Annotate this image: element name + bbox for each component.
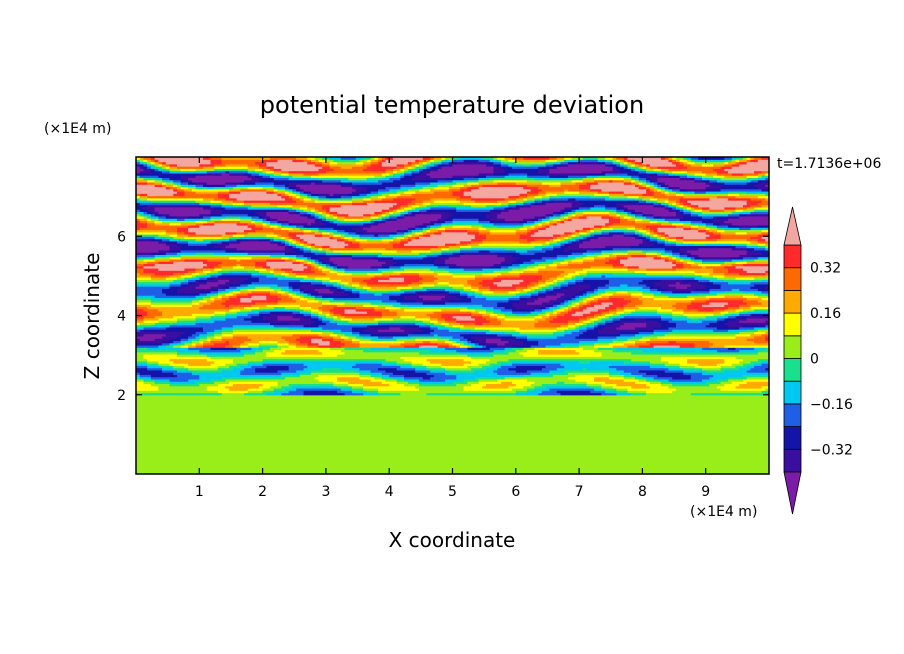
- time-label: t=1.7136e+06: [777, 156, 881, 172]
- contour-field: [136, 157, 770, 475]
- y-axis-unit: (×1E4 m): [44, 121, 111, 137]
- chart-title: potential temperature deviation: [260, 91, 644, 119]
